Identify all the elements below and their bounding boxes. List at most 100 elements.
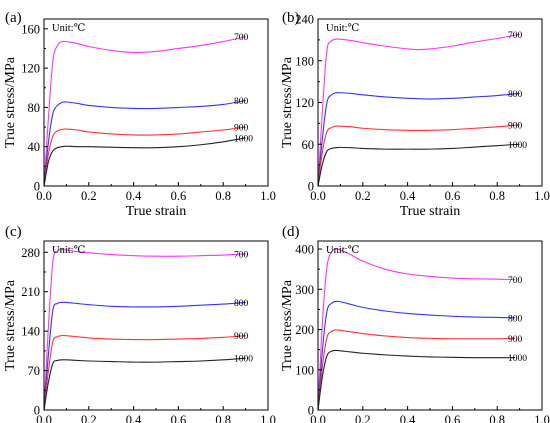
series-group xyxy=(317,33,520,187)
series-line-1000 xyxy=(43,137,246,187)
panel-label: (c) xyxy=(5,224,22,240)
y-tick-label: 0 xyxy=(308,180,314,194)
x-axis-title: True strain xyxy=(400,204,461,219)
x-tick-label: 0.0 xyxy=(36,413,52,423)
series-line-700 xyxy=(43,36,246,187)
panel-label: (d) xyxy=(282,224,300,240)
series-line-1000 xyxy=(43,357,246,411)
plot-frame xyxy=(317,240,543,411)
x-tick-label: 0.0 xyxy=(310,189,326,203)
x-tick-label: 0.0 xyxy=(310,413,326,423)
y-tick-label: 0 xyxy=(34,404,40,418)
x-tick-label: 1.0 xyxy=(534,413,550,423)
series-label-800: 800 xyxy=(234,299,249,309)
x-tick-label: 0.6 xyxy=(445,413,461,423)
y-axis-title: True stress/MPa xyxy=(280,56,295,148)
y-tick-label: 0 xyxy=(34,180,40,194)
series-line-700 xyxy=(43,248,246,411)
y-tick-label: 240 xyxy=(295,13,314,27)
series-line-800 xyxy=(43,99,246,187)
series-line-700 xyxy=(317,33,520,187)
series-group xyxy=(43,248,246,411)
y-tick-label: 120 xyxy=(21,62,40,76)
unit-label: Unit:℃ xyxy=(326,23,360,34)
y-tick-label: 40 xyxy=(28,140,41,154)
x-tick-label: 0.0 xyxy=(36,189,52,203)
series-label-700: 700 xyxy=(508,31,523,41)
x-tick-label: 0.2 xyxy=(81,189,97,203)
panel-label: (b) xyxy=(282,10,300,26)
y-tick-label: 210 xyxy=(21,285,40,299)
x-tick-label: 0.4 xyxy=(400,189,416,203)
series-line-1000 xyxy=(317,143,520,187)
y-tick-label: 0 xyxy=(308,404,314,418)
unit-label: Unit:℃ xyxy=(52,245,86,256)
series-line-900 xyxy=(317,124,520,187)
x-tick-label: 0.8 xyxy=(489,413,505,423)
plot-frame xyxy=(43,240,269,411)
y-tick-label: 280 xyxy=(21,246,40,260)
x-tick-label: 0.4 xyxy=(126,413,142,423)
y-tick-label: 300 xyxy=(295,283,314,297)
y-tick-label: 200 xyxy=(295,323,314,337)
plot-frame xyxy=(317,18,543,187)
y-tick-label: 70 xyxy=(28,364,41,378)
x-tick-label: 0.2 xyxy=(355,189,371,203)
x-tick-label: 0.8 xyxy=(215,413,231,423)
y-tick-label: 60 xyxy=(302,138,315,152)
series-line-700 xyxy=(317,248,516,411)
x-tick-label: 0.6 xyxy=(445,189,461,203)
x-tick-label: 1.0 xyxy=(260,189,276,203)
series-label-900: 900 xyxy=(234,332,249,342)
y-tick-label: 120 xyxy=(295,96,314,110)
x-tick-label: 0.8 xyxy=(489,189,505,203)
series-label-1000: 1000 xyxy=(234,134,253,144)
x-tick-label: 0.6 xyxy=(171,189,187,203)
series-label-900: 900 xyxy=(234,124,249,134)
series-label-800: 800 xyxy=(234,97,249,107)
series-label-800: 800 xyxy=(508,90,523,100)
series-label-1000: 1000 xyxy=(508,141,527,151)
series-label-700: 700 xyxy=(508,276,523,286)
series-line-800 xyxy=(317,300,516,411)
x-axis-title: True strain xyxy=(126,204,187,219)
x-tick-label: 0.4 xyxy=(126,189,142,203)
panel-label: (a) xyxy=(5,10,22,26)
x-tick-label: 0.2 xyxy=(355,413,371,423)
y-tick-label: 80 xyxy=(28,101,41,115)
series-line-800 xyxy=(317,92,520,187)
y-axis-title: True stress/MPa xyxy=(3,279,18,371)
y-axis-title: True stress/MPa xyxy=(280,279,295,371)
x-tick-label: 0.2 xyxy=(81,413,97,423)
series-line-900 xyxy=(43,334,246,411)
chart-panel: (c) 700 800 900 1000 0.0 0.2 0.4 0.6 0.8 1.0 0 70 140… xyxy=(3,224,276,423)
series-label-1000: 1000 xyxy=(508,354,527,364)
series-label-1000: 1000 xyxy=(234,355,253,365)
series-group xyxy=(317,248,516,411)
chart-panel: (d) 700 800 900 1000 0.0 0.2 0.4 0.6 0.8 1.0 0 100 20… xyxy=(280,224,550,423)
series-label-700: 700 xyxy=(234,33,249,43)
y-tick-label: 140 xyxy=(21,325,40,339)
y-tick-label: 100 xyxy=(295,363,314,377)
series-label-700: 700 xyxy=(234,251,249,261)
y-tick-label: 160 xyxy=(21,22,40,36)
y-axis-title: True stress/MPa xyxy=(3,56,18,148)
series-label-800: 800 xyxy=(508,314,523,324)
y-tick-label: 400 xyxy=(295,243,314,257)
series-line-900 xyxy=(43,126,246,187)
x-tick-label: 0.6 xyxy=(171,413,187,423)
series-line-900 xyxy=(317,329,516,411)
x-tick-label: 0.8 xyxy=(215,189,231,203)
series-label-900: 900 xyxy=(508,335,523,345)
x-tick-label: 0.4 xyxy=(400,413,416,423)
series-line-800 xyxy=(43,301,246,411)
series-line-1000 xyxy=(317,349,516,411)
chart-panel: (b) 700 800 900 1000 0.0 0.2 0.4 0.6 0.8 1.0 0 60 120… xyxy=(280,10,550,219)
x-tick-label: 1.0 xyxy=(260,413,276,423)
series-group xyxy=(43,36,246,187)
x-tick-label: 1.0 xyxy=(534,189,550,203)
y-tick-label: 180 xyxy=(295,54,314,68)
series-label-900: 900 xyxy=(508,121,523,131)
